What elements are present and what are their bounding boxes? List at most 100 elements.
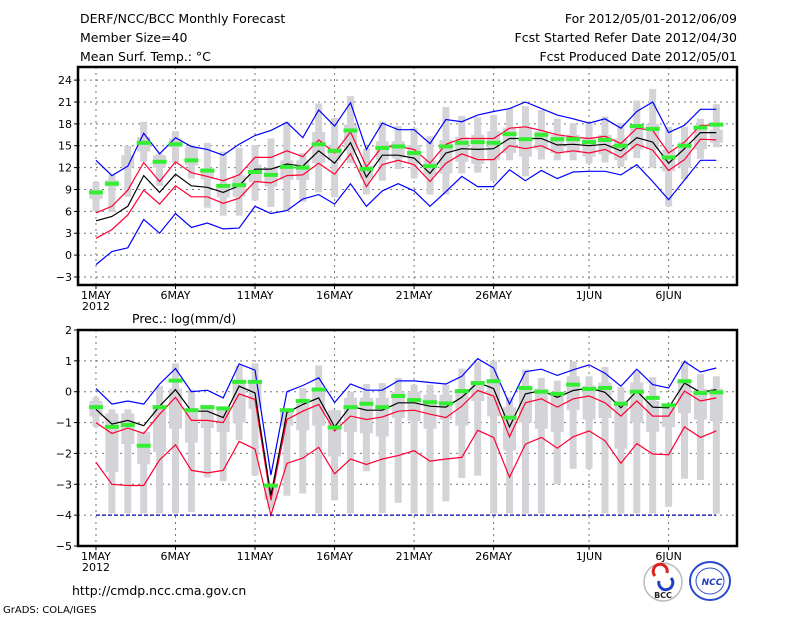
x-tick-label: 6JUN (655, 550, 682, 563)
y-tick-label: 2 (65, 324, 72, 337)
observed-marker (295, 398, 310, 403)
observed-marker (597, 386, 612, 391)
observed-marker (454, 140, 469, 145)
observed-marker (423, 164, 438, 169)
observed-marker (550, 137, 565, 142)
x-tick-label: 6JUN (655, 289, 682, 302)
observed-marker (279, 408, 294, 413)
ensemble-quartile-box (582, 385, 596, 420)
observed-marker (327, 425, 342, 430)
y-tick-label: 0 (65, 386, 72, 399)
observed-marker (232, 183, 247, 188)
observed-marker (120, 423, 135, 428)
source-url[interactable]: http://cmdp.ncc.cma.gov.cn (72, 583, 246, 598)
ensemble-quartile-box (296, 160, 310, 181)
ensemble-range-bar (410, 384, 418, 514)
observed-marker (534, 132, 549, 137)
ensemble-range-bar (251, 363, 259, 476)
ensemble-quartile-box (200, 407, 214, 429)
observed-marker (582, 386, 597, 391)
observed-marker (518, 386, 533, 391)
y-tick-label: −5 (56, 540, 72, 553)
y-tick-label: −3 (56, 271, 72, 284)
observed-marker (391, 394, 406, 399)
observed-marker (423, 400, 438, 405)
y-tick-label: −1 (56, 417, 72, 430)
ensemble-quartile-box (487, 379, 501, 417)
series-max-line (95, 101, 717, 177)
ensemble-quartile-box (518, 127, 532, 157)
ensemble-range-bar (553, 380, 561, 485)
observed-marker (184, 408, 199, 413)
observed-marker (407, 398, 422, 403)
ensemble-quartile-box (709, 129, 723, 143)
observed-marker (550, 391, 565, 396)
observed-marker (661, 403, 676, 408)
ncc-logo-text: NCC (702, 578, 723, 588)
ensemble-quartile-box (359, 397, 373, 434)
x-tick-label: 1MAY (81, 289, 111, 302)
ensemble-range-bar (426, 384, 434, 514)
series-mean-line (95, 132, 717, 222)
observed-marker (613, 401, 628, 406)
observed-marker (582, 140, 597, 145)
observed-marker (327, 148, 342, 153)
observed-marker (677, 379, 692, 384)
observed-marker (200, 168, 215, 173)
ensemble-quartile-box (550, 391, 564, 432)
ensemble-quartile-box (630, 382, 644, 423)
ensemble-range-bar (140, 431, 148, 514)
observed-marker (438, 401, 453, 406)
ensemble-range-bar (219, 151, 227, 216)
observed-marker (407, 151, 422, 156)
ensemble-quartile-box (328, 410, 342, 457)
x-tick-label: 26MAY (475, 289, 512, 302)
x-tick-year: 2012 (82, 300, 110, 313)
observed-marker (152, 159, 167, 164)
observed-marker (88, 405, 103, 410)
ensemble-range-bar (649, 377, 657, 514)
x-tick-label: 16MAY (316, 550, 353, 563)
observed-marker (168, 378, 183, 383)
y-tick-label: −3 (56, 478, 72, 491)
grads-credit: GrADS: COLA/IGES (3, 605, 97, 616)
x-tick-label: 6MAY (161, 550, 191, 563)
ensemble-range-bar (537, 377, 545, 514)
observed-marker (343, 405, 358, 410)
ensemble-range-bar (219, 407, 227, 482)
ensemble-range-bar (283, 408, 291, 496)
observed-marker (248, 379, 263, 384)
observed-marker (104, 424, 119, 429)
ensemble-quartile-box (375, 141, 389, 160)
observed-marker (470, 140, 485, 145)
observed-marker (438, 144, 453, 149)
series-mean-line (95, 381, 717, 496)
ensemble-range-bar (442, 384, 450, 502)
ensemble-quartile-box (709, 388, 723, 422)
ensemble-range-bar (124, 145, 132, 197)
observed-marker (629, 389, 644, 394)
ensemble-range-bar (569, 361, 577, 469)
ensemble-quartile-box (407, 391, 421, 422)
ensemble-quartile-box (312, 388, 326, 426)
ensemble-range-bar (156, 153, 164, 186)
observed-marker (359, 401, 374, 406)
observed-marker (216, 183, 231, 188)
observed-marker (709, 122, 724, 127)
observed-marker (184, 158, 199, 163)
ensemble-quartile-box (693, 388, 707, 420)
ensemble-quartile-box (216, 407, 230, 432)
ensemble-quartile-box (280, 408, 294, 426)
observed-marker (677, 143, 692, 148)
ensemble-range-bar (346, 391, 354, 514)
ensemble-quartile-box (169, 388, 183, 429)
observed-marker (248, 169, 263, 174)
ensemble-range-bar (203, 407, 211, 478)
observed-marker (486, 379, 501, 384)
ensemble-quartile-box (105, 413, 119, 472)
ensemble-quartile-box (534, 388, 548, 429)
observed-marker (279, 164, 294, 169)
ensemble-range-bar (696, 374, 704, 480)
ensemble-quartile-box (184, 147, 198, 166)
